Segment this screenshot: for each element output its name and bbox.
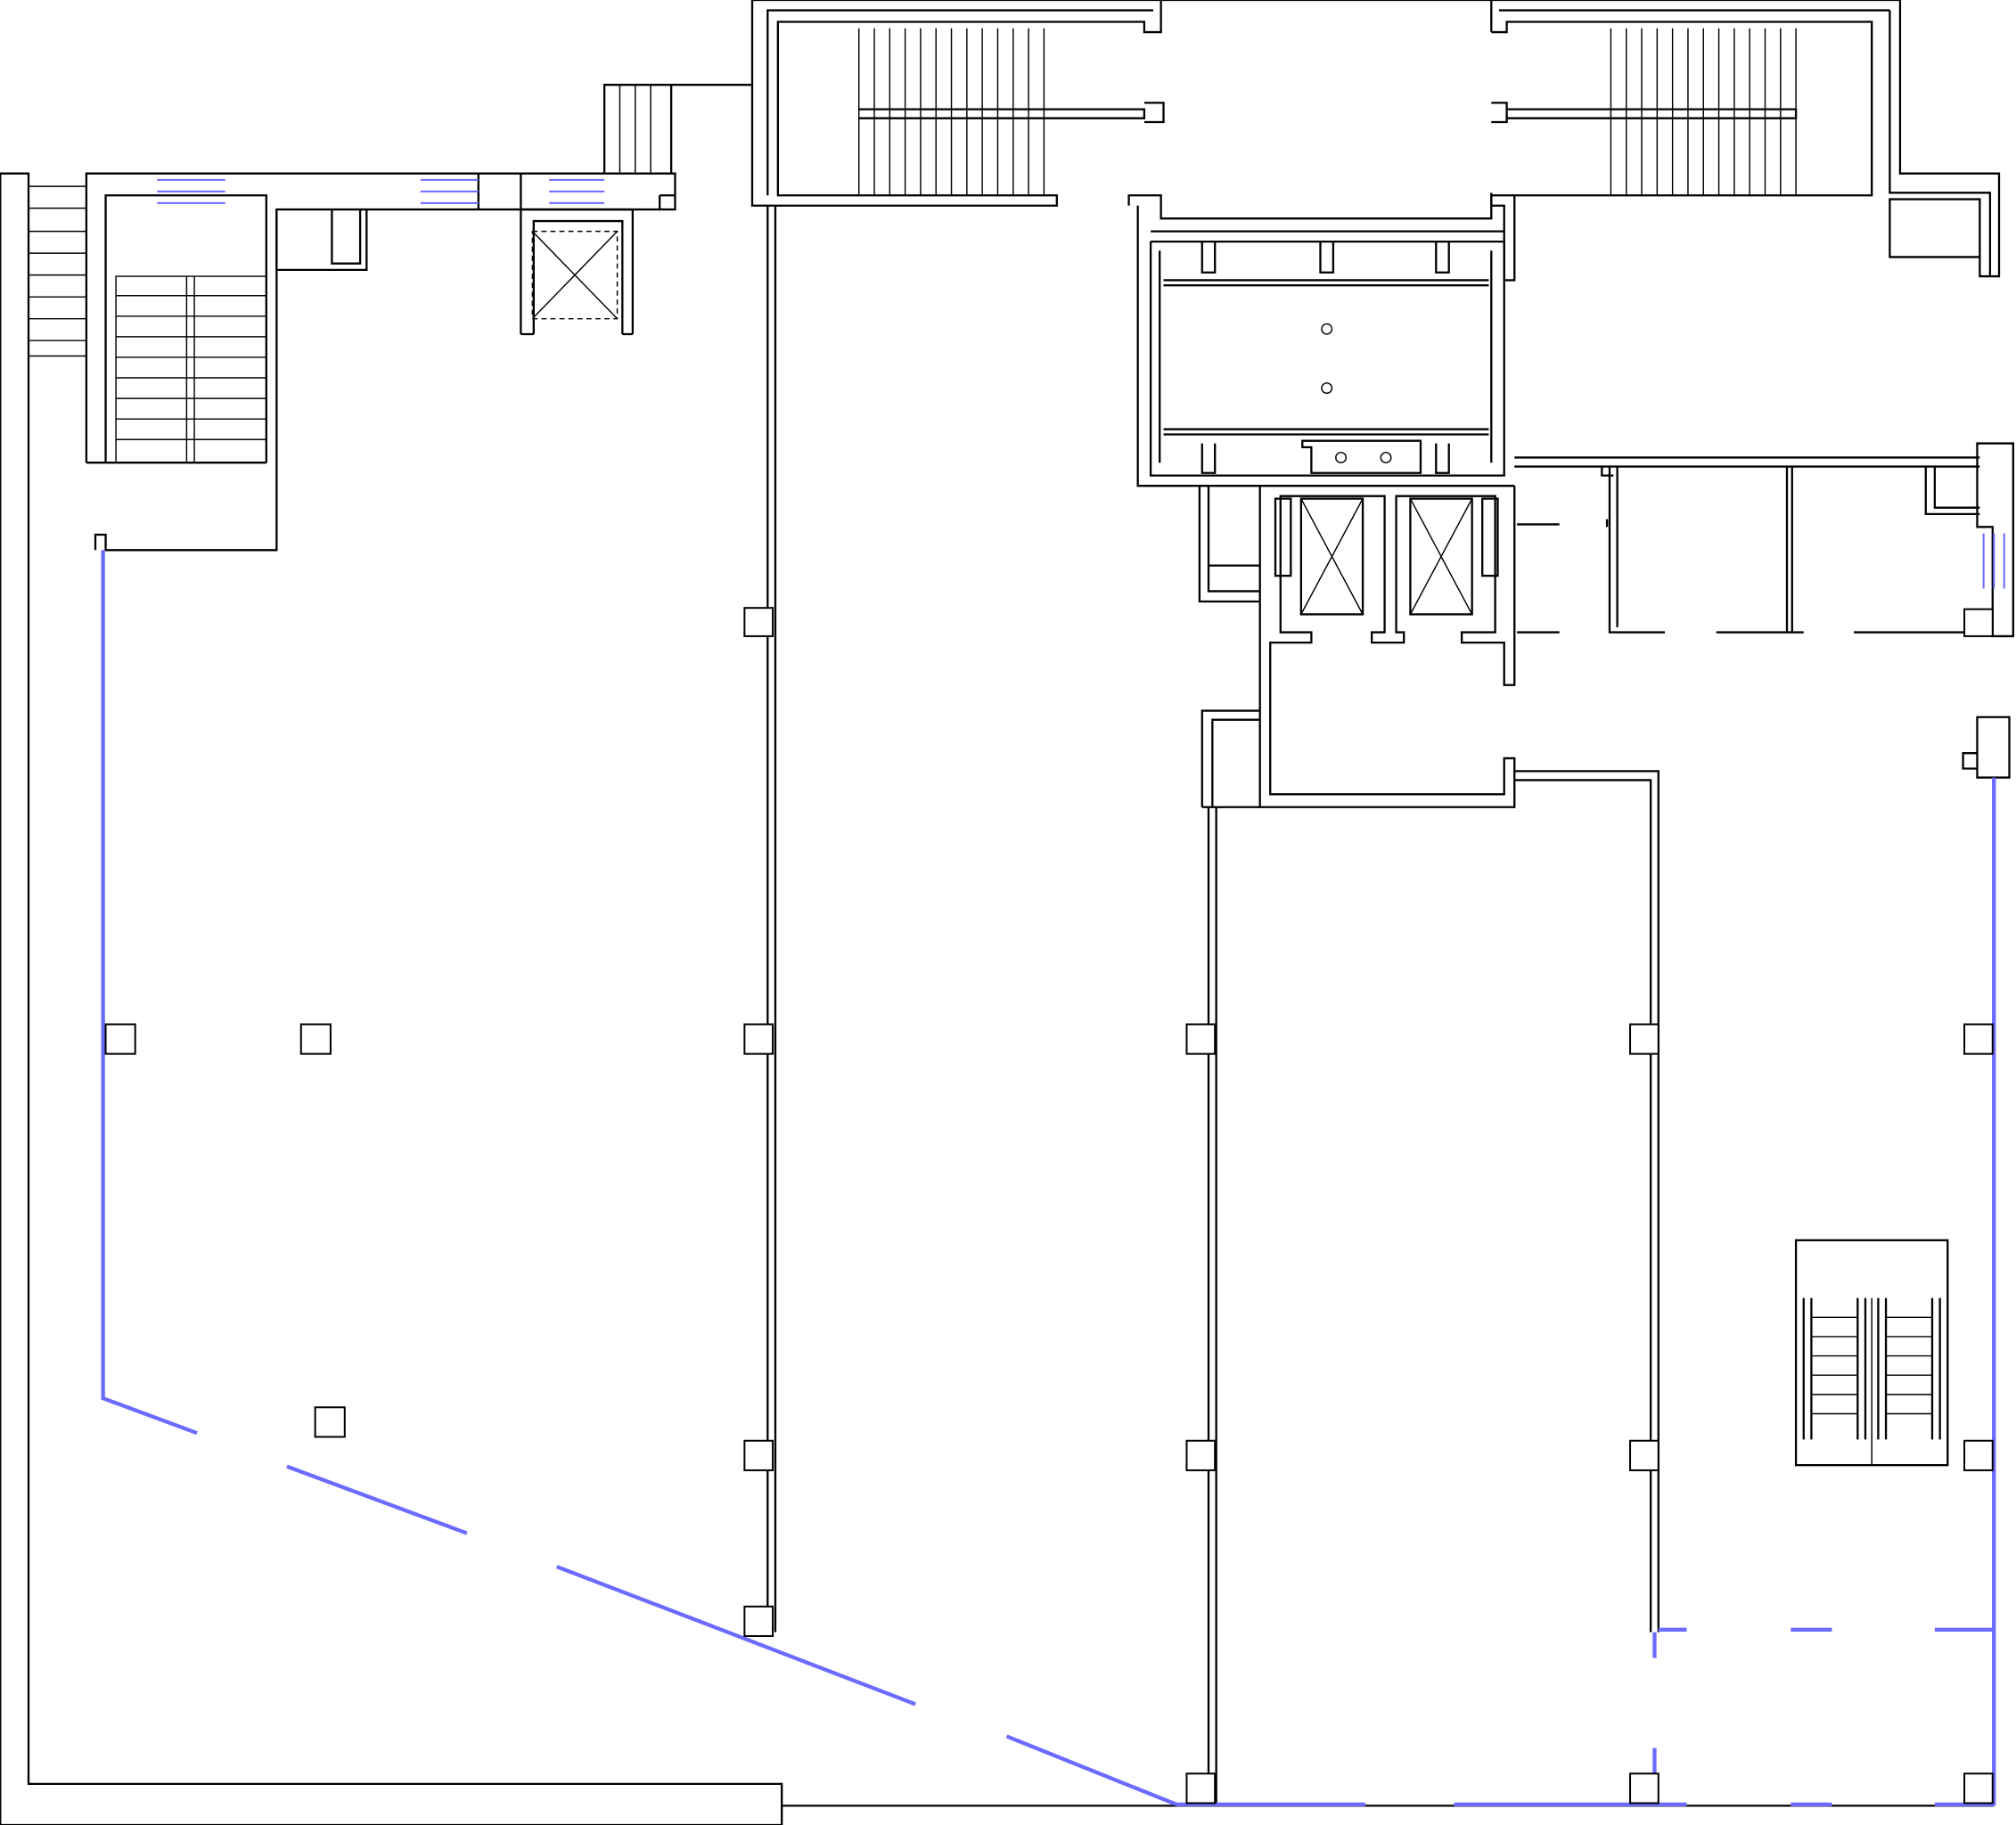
curtain-walls <box>101 550 1996 1807</box>
columns <box>104 607 1994 1805</box>
